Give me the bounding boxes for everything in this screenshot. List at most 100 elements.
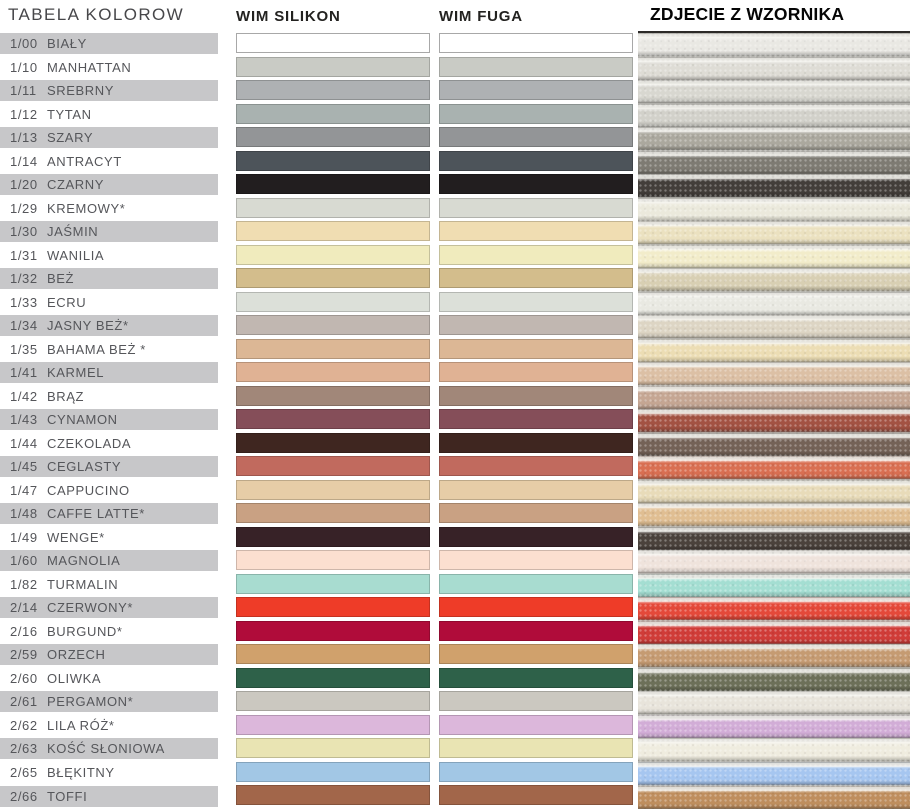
sample-photo-strip (638, 362, 910, 386)
silikon-swatch (236, 315, 430, 336)
silikon-swatch (236, 456, 430, 477)
fuga-swatch (439, 620, 633, 641)
color-row-label: 2/65 BŁĘKITNY (0, 762, 218, 783)
sample-photo-strip (638, 667, 910, 692)
sample-photo-strip (638, 315, 910, 339)
sample-photo-strip (638, 714, 910, 739)
fuga-swatch (439, 503, 633, 524)
silikon-swatch (236, 385, 430, 406)
fuga-swatch (439, 785, 633, 806)
fuga-swatch (439, 573, 633, 594)
labels-column: 1/00 BIAŁY 1/10 MANHATTAN 1/11 SREBRNY 1/12 TYT… (0, 33, 218, 809)
silikon-swatch (236, 291, 430, 312)
sample-photo-strip (638, 409, 910, 433)
color-name: ORZECH (47, 647, 106, 663)
fuga-swatch (439, 714, 633, 735)
color-code: 1/49 (10, 529, 38, 545)
silikon-swatch (236, 644, 430, 665)
color-row-label: 2/60 OLIWKA (0, 668, 218, 689)
color-name: JASNY BEŻ* (47, 318, 129, 334)
fuga-swatch (439, 127, 633, 148)
color-row-label: 1/42 BRĄZ (0, 386, 218, 407)
color-code: 1/45 (10, 459, 38, 475)
color-name: PERGAMON* (47, 694, 134, 710)
color-name: CAFFE LATTE* (47, 506, 145, 522)
color-name: TURMALIN (47, 576, 119, 592)
sample-photo-strip (638, 291, 910, 316)
sample-photo-strip (638, 150, 910, 175)
color-name: MAGNOLIA (47, 553, 121, 569)
color-row-label: 1/45 CEGLASTY (0, 456, 218, 478)
sample-photo-strip (638, 174, 910, 198)
sample-photo-strip (638, 197, 910, 222)
color-name: BEŻ (47, 271, 75, 287)
fuga-swatch (439, 456, 633, 477)
sample-photo-strip (638, 80, 910, 104)
sample-photo-strip (638, 738, 910, 762)
color-code: 1/43 (10, 412, 38, 428)
fuga-swatch (439, 738, 633, 759)
color-row-label: 1/13 SZARY (0, 127, 218, 149)
sample-photo-strip (638, 456, 910, 480)
color-code: 1/29 (10, 200, 38, 216)
fuga-swatch (439, 315, 633, 336)
sample-photo-strip (638, 56, 910, 81)
fuga-swatch (439, 667, 633, 688)
color-code: 1/20 (10, 177, 38, 193)
color-name: WENGE* (47, 529, 105, 545)
color-code: 1/31 (10, 247, 38, 263)
sample-photo-strip (638, 338, 910, 363)
fuga-swatch (439, 291, 633, 312)
color-name: CYNAMON (47, 412, 118, 428)
color-code: 2/63 (10, 741, 38, 757)
color-name: CZERWONY* (47, 600, 134, 616)
sample-photo-strip (638, 644, 910, 668)
color-row-label: 1/48 CAFFE LATTE* (0, 503, 218, 525)
silikon-swatch (236, 197, 430, 218)
color-name: OLIWKA (47, 670, 102, 686)
silikon-swatch (236, 620, 430, 641)
silikon-swatch (236, 80, 430, 101)
fuga-swatch (439, 174, 633, 195)
color-name: WANILIA (47, 247, 105, 263)
silikon-swatch (236, 503, 430, 524)
color-row-label: 1/44 CZEKOLADA (0, 433, 218, 454)
column-header-photo: ZDJECIE Z WZORNIKA (650, 4, 845, 24)
color-name: JAŚMIN (47, 224, 99, 240)
column-header-fuga: WIM FUGA (439, 8, 523, 25)
silikon-swatch (236, 362, 430, 383)
color-row-label: 1/29 KREMOWY* (0, 198, 218, 219)
sample-photo-strip (638, 526, 910, 551)
color-name: KREMOWY* (47, 200, 126, 216)
color-row-label: 1/30 JAŚMIN (0, 221, 218, 243)
color-row-label: 1/49 WENGE* (0, 527, 218, 548)
color-name: LILA RÓŻ* (47, 717, 115, 733)
silikon-swatch (236, 174, 430, 195)
fuga-swatch-column (439, 33, 633, 809)
color-code: 1/12 (10, 106, 38, 122)
sample-photo-strip (638, 620, 910, 645)
color-code: 2/16 (10, 623, 38, 639)
color-row-label: 1/11 SREBRNY (0, 80, 218, 102)
color-row-label: 1/82 TURMALIN (0, 574, 218, 595)
fuga-swatch (439, 338, 633, 359)
sample-photo-strip (638, 785, 910, 809)
silikon-swatch (236, 127, 430, 148)
sample-photo-strip (638, 691, 910, 715)
color-code: 1/10 (10, 59, 38, 75)
silikon-swatch (236, 103, 430, 124)
color-row-label: 1/12 TYTAN (0, 104, 218, 125)
color-name: BRĄZ (47, 388, 85, 404)
fuga-swatch (439, 56, 633, 77)
color-name: CEGLASTY (47, 459, 122, 475)
color-row-label: 1/14 ANTRACYT (0, 151, 218, 172)
fuga-swatch (439, 550, 633, 571)
silikon-swatch (236, 714, 430, 735)
sample-photo-strip (638, 479, 910, 504)
fuga-swatch (439, 80, 633, 101)
color-row-label: 2/16 BURGUND* (0, 621, 218, 642)
color-code: 2/59 (10, 647, 38, 663)
sample-photo-strip (638, 432, 910, 457)
sample-photo-strip (638, 597, 910, 621)
